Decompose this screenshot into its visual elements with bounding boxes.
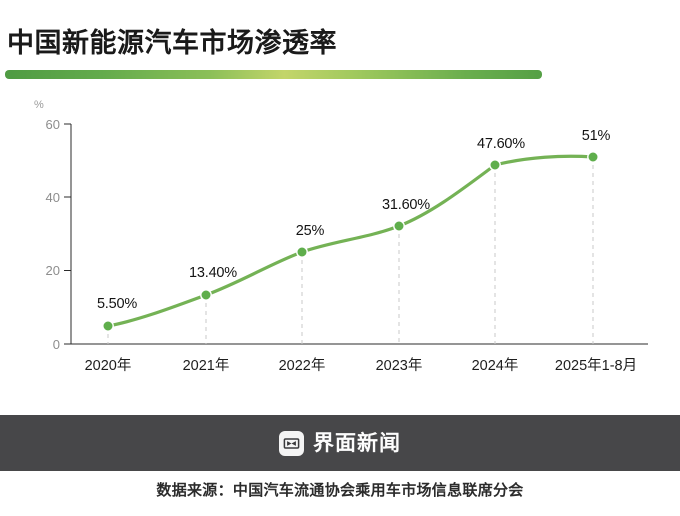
chart-plot-area: % 60 40 20 0 2020年 2021年 2022年 2023年 202… (34, 99, 648, 374)
data-point-marker (587, 151, 599, 163)
x-tick-label-2023: 2023年 (375, 358, 423, 374)
title-block: 中国新能源汽车市场渗透率 (0, 26, 680, 82)
data-label-2020: 5.50% (96, 296, 138, 312)
data-label-2025: 51% (581, 128, 611, 144)
y-tick-label-20: 20 (45, 263, 60, 278)
data-point-marker (102, 320, 114, 332)
footer-brand-bar: 界面新闻 (0, 415, 680, 471)
data-label-2021: 13.40% (189, 265, 237, 281)
x-tick-label-2021: 2021年 (182, 358, 230, 374)
data-point-marker (393, 220, 405, 232)
data-label-2024: 47.60% (477, 136, 525, 152)
brand-name: 界面新闻 (313, 431, 401, 455)
data-label-2022: 25% (295, 223, 325, 239)
series-markers (102, 151, 599, 332)
jiemian-logo-icon (279, 430, 304, 456)
y-tick-label-60: 60 (45, 117, 60, 132)
chart-axes (64, 123, 648, 345)
x-tick-label-2020: 2020年 (84, 358, 132, 374)
line-chart-svg (64, 123, 648, 345)
data-source-note: 数据来源：中国汽车流通协会乘用车市场信息联席分会 (156, 482, 524, 499)
data-point-marker (489, 159, 501, 171)
brand-lockup: 界面新闻 (279, 430, 401, 456)
data-point-marker (200, 289, 212, 301)
y-tick-label-40: 40 (45, 190, 60, 205)
y-axis-unit-label: % (34, 99, 44, 111)
x-tick-label-2022: 2022年 (278, 358, 326, 374)
page-title: 中国新能源汽车市场渗透率 (7, 28, 337, 58)
series-line-penetration-rate (106, 154, 595, 328)
data-label-2023: 31.60% (382, 197, 430, 213)
x-tick-label-2025: 2025年1-8月 (554, 358, 638, 374)
x-tick-label-2024: 2024年 (471, 358, 519, 374)
y-tick-label-0: 0 (52, 337, 60, 352)
title-accent-rule (5, 70, 542, 79)
chart-guide-lines (107, 157, 594, 344)
data-point-marker (296, 246, 308, 258)
